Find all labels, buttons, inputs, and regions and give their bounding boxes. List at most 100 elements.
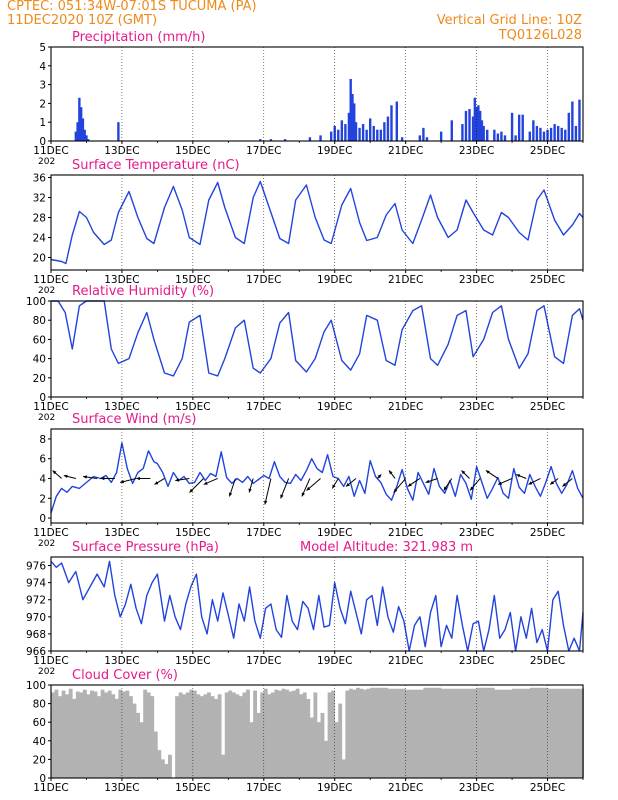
wind-arrow-head xyxy=(280,494,284,499)
cloud-cover-bar xyxy=(423,687,442,778)
cloud-cover-bar xyxy=(139,722,144,778)
cloud-cover-bar xyxy=(441,688,460,778)
precip-bar xyxy=(503,135,507,141)
precip-bar xyxy=(475,107,478,141)
x-tick-label: 11DEC xyxy=(33,782,68,794)
cloud-cover-bar xyxy=(182,694,187,778)
cloud-cover-bar xyxy=(189,689,194,778)
cloud-cover-bar xyxy=(93,691,98,778)
precip-bar xyxy=(329,131,333,141)
year-label: 202 xyxy=(38,157,55,167)
x-tick-label: 23DEC xyxy=(459,782,494,794)
y-tick-label: 28 xyxy=(33,213,46,225)
x-tick-label: 13DEC xyxy=(104,145,139,157)
y-tick-label: 4 xyxy=(39,61,46,73)
cloud-cover-bar xyxy=(317,722,321,778)
cloud-cover-bar xyxy=(185,692,190,778)
precip-bar xyxy=(365,129,368,141)
x-tick-label: 19DEC xyxy=(317,145,352,157)
y-tick-label: 966 xyxy=(26,646,46,658)
cloud-cover-bar xyxy=(270,692,275,778)
chart-panel-2: 20 24 28 32 36 11DEC 13DEC 15DEC 17DEC 19DEC 21DEC… xyxy=(33,158,584,296)
wind-arrow-head xyxy=(485,470,490,474)
cloud-cover-bar xyxy=(458,688,477,778)
cloud-cover-bar xyxy=(58,696,62,778)
cloud-cover-bar xyxy=(100,689,105,778)
cloud-cover-bar xyxy=(51,692,55,778)
precip-bar xyxy=(354,122,358,141)
precip-bar xyxy=(337,129,340,141)
cloud-cover-bar xyxy=(366,688,371,778)
plot-frame xyxy=(50,556,584,652)
model-altitude: Model Altitude: 321.983 m xyxy=(300,540,473,555)
precip-bar xyxy=(556,125,560,141)
wind-arrow xyxy=(264,478,272,505)
y-tick-label: 968 xyxy=(26,629,46,641)
cloud-cover-bar xyxy=(299,694,304,778)
y-tick-label: 32 xyxy=(33,193,46,205)
precip-bar xyxy=(532,120,535,141)
x-tick-label: 17DEC xyxy=(246,274,281,286)
y-tick-label: 36 xyxy=(33,173,47,185)
panel-title: Cloud Cover (%) xyxy=(72,668,178,683)
x-tick-label: 21DEC xyxy=(388,655,423,667)
wind-arrow-head xyxy=(332,484,336,489)
x-tick-label: 23DEC xyxy=(459,274,494,286)
y-tick-label: 2 xyxy=(39,493,46,505)
x-tick-label: 17DEC xyxy=(246,145,281,157)
cloud-cover-bar xyxy=(285,689,289,778)
precip-bar xyxy=(517,114,521,141)
model-id: TQ0126L028 xyxy=(498,28,582,43)
x-tick-label: 21DEC xyxy=(388,274,423,286)
cloud-cover-bar xyxy=(249,722,254,778)
x-tick-label: 21DEC xyxy=(388,782,423,794)
x-tick-label: 21DEC xyxy=(388,527,423,539)
x-tick-label: 19DEC xyxy=(317,655,352,667)
cloud-cover-bar xyxy=(192,690,197,778)
precip-bar xyxy=(521,114,524,141)
y-tick-label: 20 xyxy=(33,373,46,385)
wind-arrow-head xyxy=(63,474,68,478)
cloud-cover-bar xyxy=(253,690,258,778)
precip-bar xyxy=(477,105,480,141)
cloud-cover-bar xyxy=(260,692,265,778)
wind-arrow-head xyxy=(461,470,466,475)
station-header: CPTEC: 051:34W-07:01S TUCUMA (PA) xyxy=(7,0,257,14)
precip-bar xyxy=(269,139,273,141)
precip-bar xyxy=(486,129,489,141)
grid-line-note: Vertical Grid Line: 10Z xyxy=(436,13,582,28)
cloud-cover-bar xyxy=(352,689,357,778)
precip-bar xyxy=(87,139,90,141)
precip-bar xyxy=(283,139,287,141)
y-tick-label: 0 xyxy=(39,392,46,404)
wind-arrow-head xyxy=(189,488,194,493)
x-tick-label: 13DEC xyxy=(104,655,139,667)
precip-bar xyxy=(564,129,567,141)
cloud-cover-bar xyxy=(54,689,59,778)
precip-bar xyxy=(361,124,365,141)
precip-bar xyxy=(571,101,574,141)
cloud-cover-bar xyxy=(90,690,94,778)
cloud-cover-bar xyxy=(267,694,272,778)
precip-bar xyxy=(473,97,477,141)
y-tick-label: 5 xyxy=(39,42,46,54)
wind-arrow-head xyxy=(550,480,555,485)
cloud-cover-bar xyxy=(235,694,240,778)
precip-bar xyxy=(383,122,386,141)
plot-frame xyxy=(50,684,584,779)
precip-bar xyxy=(500,131,503,141)
x-tick-label: 15DEC xyxy=(175,782,210,794)
plot-frame xyxy=(50,428,584,524)
cloud-cover-bar xyxy=(363,689,367,778)
precip-bar xyxy=(514,135,517,141)
precip-bar xyxy=(528,131,531,141)
x-tick-label: 13DEC xyxy=(104,527,139,539)
precip-bar xyxy=(379,129,383,141)
cloud-cover-bar xyxy=(153,731,158,778)
precip-bar xyxy=(376,129,379,141)
x-tick-label: 11DEC xyxy=(33,274,68,286)
cloud-cover-bar xyxy=(338,703,343,778)
cloud-cover-bar xyxy=(111,694,116,778)
y-tick-label: 100 xyxy=(26,296,46,308)
y-tick-label: 1 xyxy=(39,117,46,129)
